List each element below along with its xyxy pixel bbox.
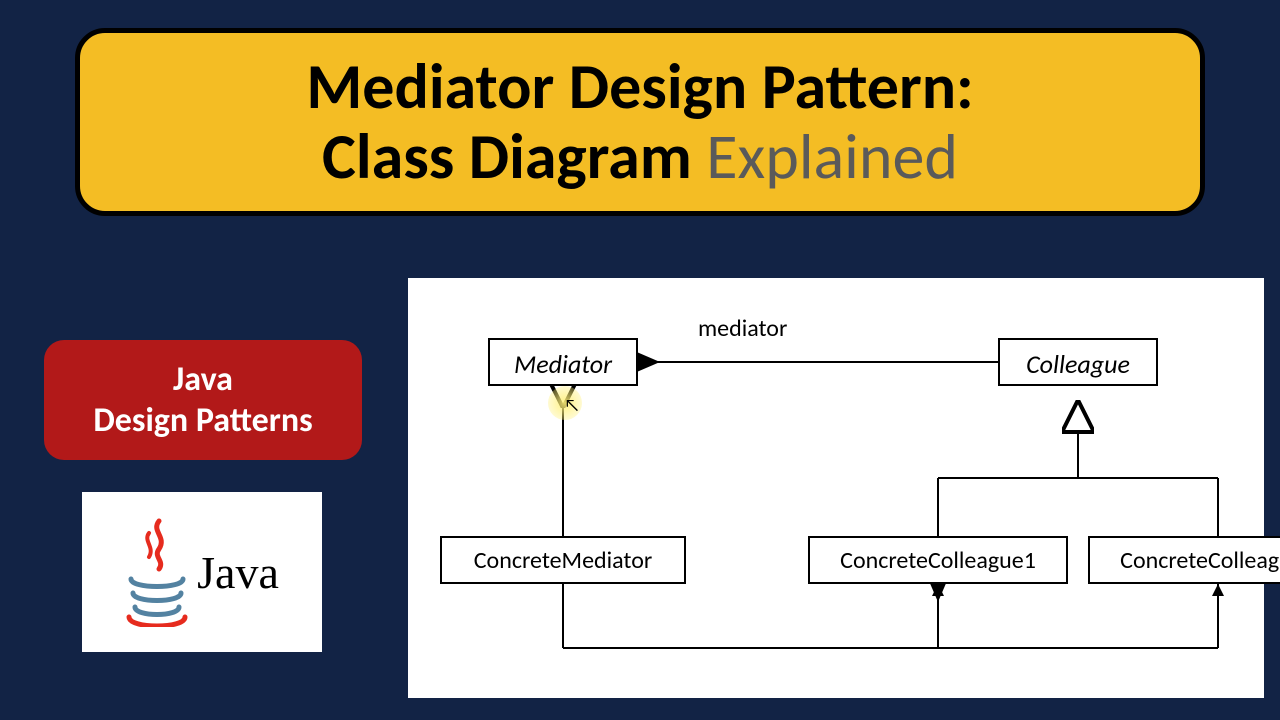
badge-line-1: Java (173, 359, 233, 400)
title-line-2: Class Diagram Explained (322, 122, 958, 192)
uml-diagram: Mediator Colleague ConcreteMediator Conc… (408, 278, 1264, 698)
title-panel: Mediator Design Pattern: Class Diagram E… (75, 28, 1205, 216)
java-cup-icon (125, 517, 189, 627)
badge-panel: Java Design Patterns (44, 340, 362, 460)
node-colleague: Colleague (998, 338, 1158, 386)
title-line-2-gray: Explained (692, 118, 958, 196)
node-concrete-mediator: ConcreteMediator (440, 536, 686, 584)
title-line-1: Mediator Design Pattern: (306, 52, 973, 122)
node-concrete-colleague-2: ConcreteColleague2 (1088, 536, 1280, 584)
edge-label-mediator: mediator (698, 314, 787, 343)
badge-line-2: Design Patterns (93, 400, 312, 441)
java-logo-box: Java (82, 492, 322, 652)
java-logo: Java (125, 517, 279, 627)
node-mediator: Mediator (488, 338, 638, 386)
title-line-2-strong: Class Diagram (322, 118, 692, 196)
java-logo-text: Java (197, 546, 279, 599)
cursor-icon: ↖ (564, 394, 580, 416)
node-concrete-colleague-1: ConcreteColleague1 (808, 536, 1068, 584)
